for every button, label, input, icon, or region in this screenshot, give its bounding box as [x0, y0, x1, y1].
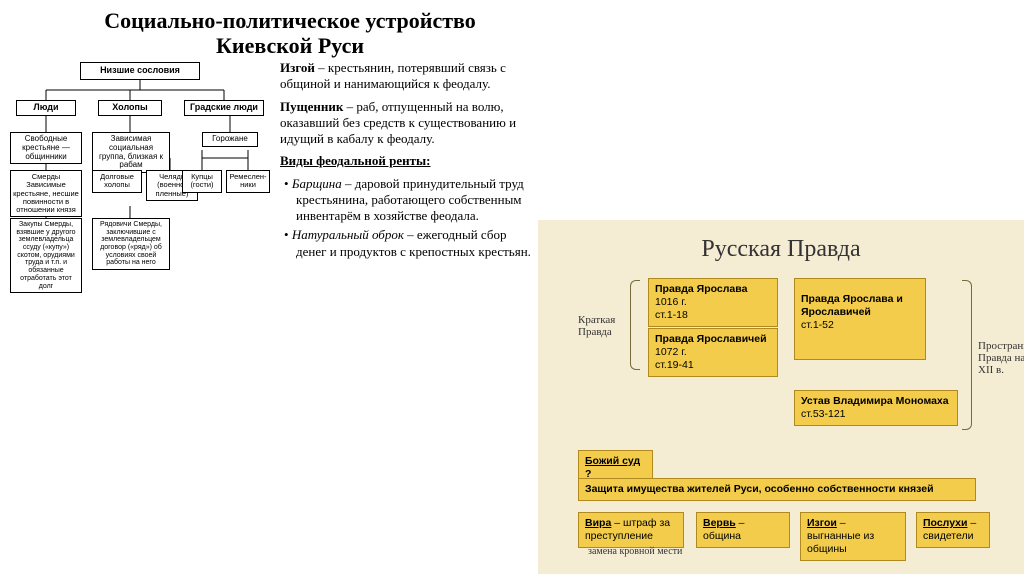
box-pravda-combined: Правда Ярослава и Ярославичейст.1-52: [794, 278, 926, 360]
box-izgoi: Изгои – выгнанные из общины: [800, 512, 906, 561]
box-verv: Вервь – община: [696, 512, 790, 548]
main-title: Социально-политическое устройство Киевск…: [0, 0, 540, 63]
tree-l3a: Смерды Зависимые крестьяне, несшие повин…: [10, 170, 82, 217]
tree-l4a: Закупы Смерды, взявшие у другого землевл…: [10, 218, 82, 293]
tree-l3d: Купцы (гости): [182, 170, 222, 193]
definitions-block: Изгой – крестьянин, потерявший связь с о…: [280, 60, 540, 263]
tree-l2c: Горожане: [202, 132, 258, 147]
tree-l4b: Рядовичи Смерды, заключившие с землевлад…: [92, 218, 170, 270]
tree-l3e: Ремеслен-ники: [226, 170, 270, 193]
brace-right: [962, 280, 972, 430]
box-vira: Вира – штраф за преступление: [578, 512, 684, 548]
label-kratkaya: Краткая Правда: [578, 314, 628, 338]
box-zaschita: Защита имущества жителей Руси, особенно …: [578, 478, 976, 501]
tree-l1-lyudi: Люди: [16, 100, 76, 116]
box-ustav-monomakha: Устав Владимира Мономахаст.53-121: [794, 390, 958, 426]
footnote-zamena: замена кровной мести: [588, 546, 682, 557]
tree-l1-kholopy: Холопы: [98, 100, 162, 116]
brace-left: [630, 280, 640, 370]
russkaya-pravda-panel: Русская Правда Краткая Правда Пространна…: [538, 220, 1024, 574]
tree-root: Низшие сословия: [80, 62, 200, 80]
box-poslukhi: Послухи – свидетели: [916, 512, 990, 548]
tree-l2a: Свободные крестьяне — общинники: [10, 132, 82, 164]
tree-l1-gradskie: Градские люди: [184, 100, 264, 116]
def-puschennik: Пущенник – раб, отпущенный на волю, оказ…: [280, 99, 540, 148]
tree-l2b: Зависимая социальная группа, близкая к р…: [92, 132, 170, 173]
tree-l3b: Долговые холопы: [92, 170, 142, 193]
rent-barshchina: Барщина – даровой принудительный труд кр…: [284, 176, 540, 225]
rent-obrok: Натуральный оброк – ежегодный сбор денег…: [284, 227, 540, 260]
rent-heading: Виды феодальной ренты:: [280, 153, 540, 169]
def-izgoi: Изгой – крестьянин, потерявший связь с о…: [280, 60, 540, 93]
box-pravda-yaroslava: Правда Ярослава1016 г.ст.1-18: [648, 278, 778, 327]
box-pravda-yaroslavichey: Правда Ярославичей1072 г.ст.19-41: [648, 328, 778, 377]
rp-title: Русская Правда: [538, 236, 1024, 263]
label-prostrannaya: Пространная Правда нач. XII в.: [978, 340, 1024, 376]
